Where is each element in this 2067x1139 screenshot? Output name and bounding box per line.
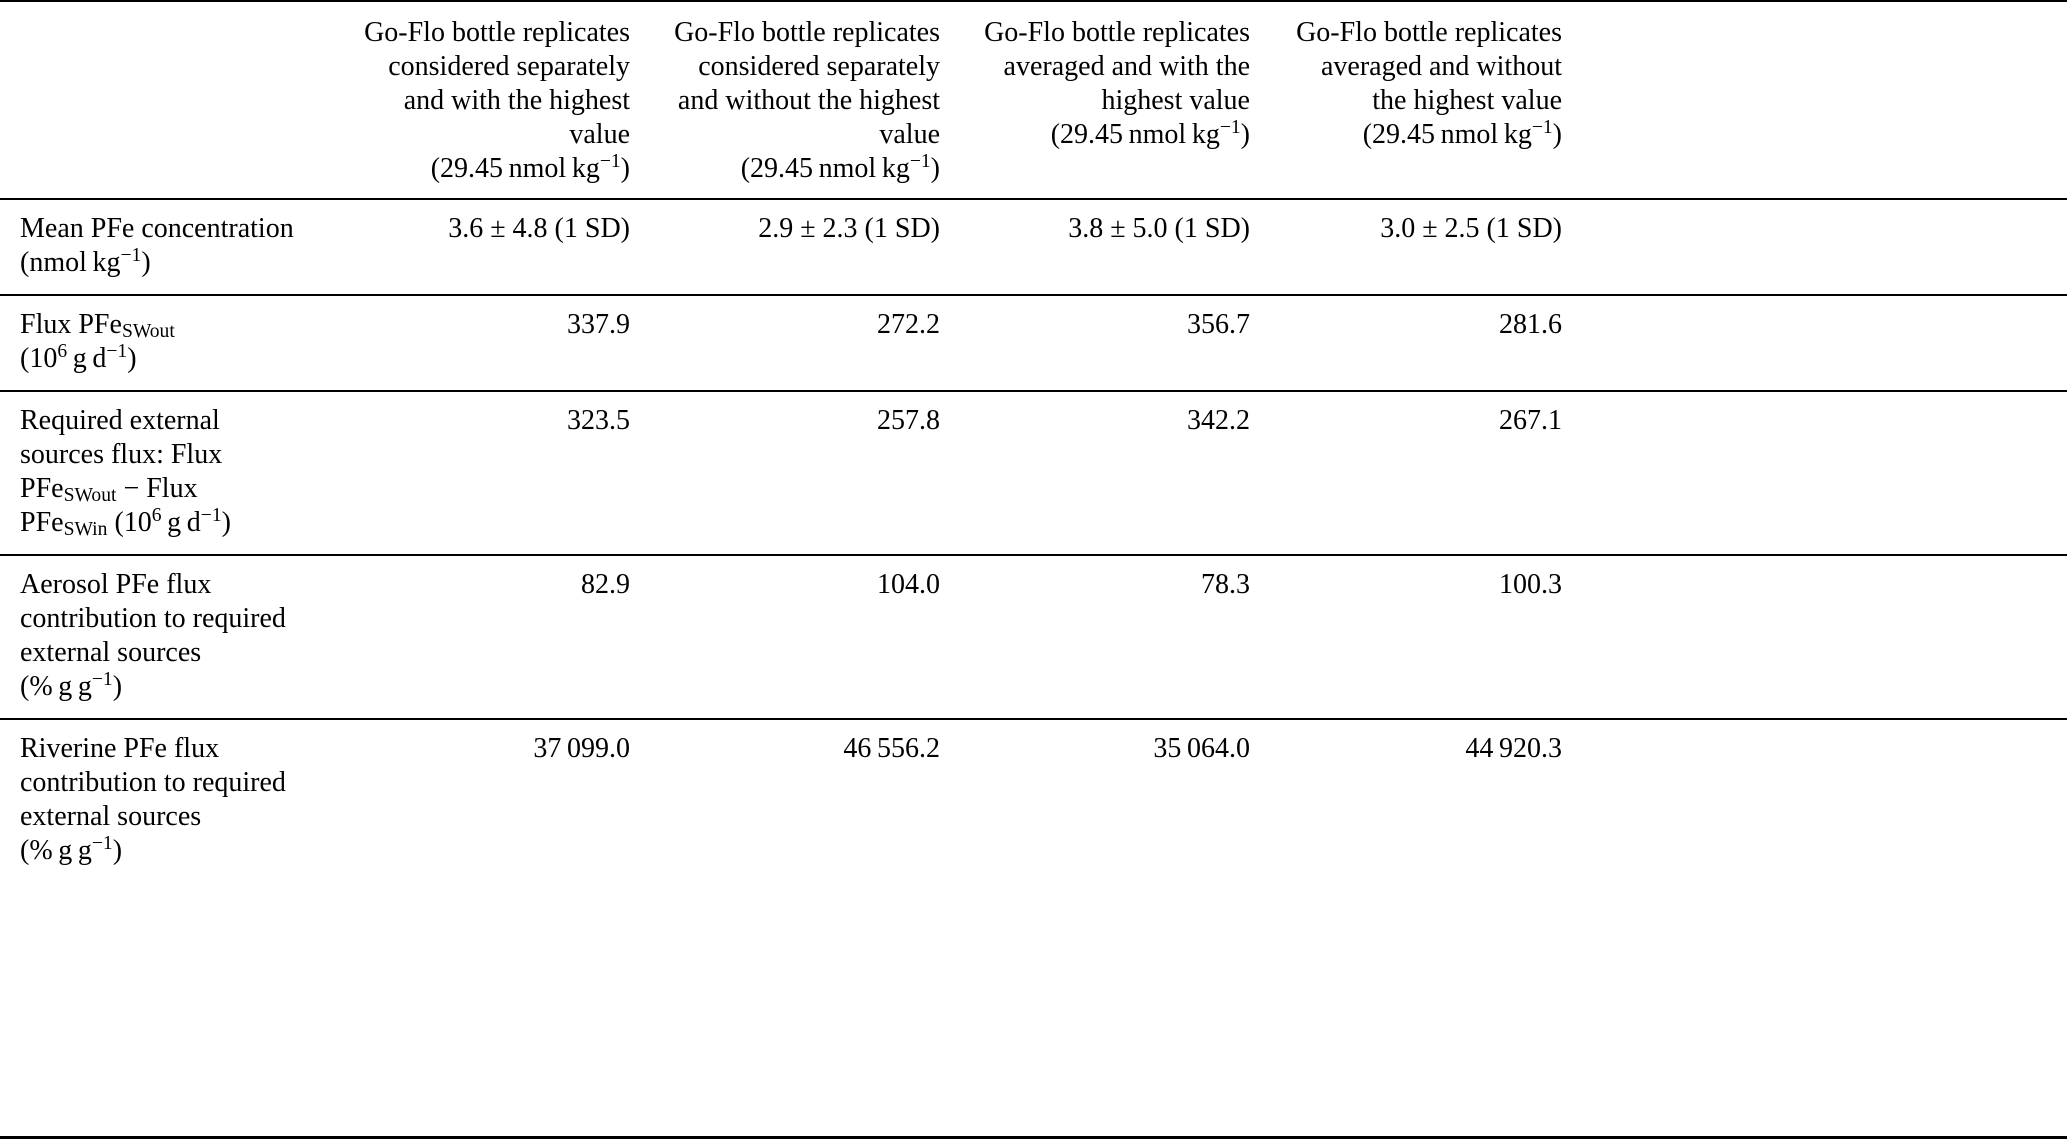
data-cell: 272.2 — [877, 309, 940, 340]
corner-cell — [0, 1, 330, 199]
data-cell: 37 099.0 — [533, 733, 630, 764]
table-row-riverine-pfe-flux-contribution: Riverine PFe flux contribution to require… — [0, 719, 2067, 1138]
data-cell: 3.6 ± 4.8 (1 SD) — [448, 213, 630, 244]
row-label-required-external-sources-flux: Required external sources flux: Flux PFeSW… — [20, 405, 231, 540]
col-header-separate-without-highest: Go-Flo bottle replicates considered separ… — [674, 17, 940, 184]
data-cell: 267.1 — [1499, 405, 1562, 436]
data-cell: 356.7 — [1187, 309, 1250, 340]
header-row: Go-Flo bottle replicates considered separ… — [0, 1, 2067, 199]
spacer-cell — [1562, 555, 2067, 719]
table-row-mean-pfe-concentration: Mean PFe concentration (nmol kg−1) 3.6 ± … — [0, 199, 2067, 295]
data-cell: 323.5 — [567, 405, 630, 436]
data-cell: 281.6 — [1499, 309, 1562, 340]
table-row-aerosol-pfe-flux-contribution: Aerosol PFe flux contribution to required… — [0, 555, 2067, 719]
data-cell: 342.2 — [1187, 405, 1250, 436]
row-label-flux-pfe-swout: Flux PFeSWout (106 g d−1) — [20, 309, 175, 374]
data-cell: 257.8 — [877, 405, 940, 436]
data-cell: 35 064.0 — [1153, 733, 1250, 764]
data-cell: 337.9 — [567, 309, 630, 340]
data-cell: 100.3 — [1499, 569, 1562, 600]
table-row-required-external-sources-flux: Required external sources flux: Flux PFeSW… — [0, 391, 2067, 555]
data-cell: 46 556.2 — [843, 733, 940, 764]
data-cell: 3.8 ± 5.0 (1 SD) — [1068, 213, 1250, 244]
col-header-averaged-without-highest: Go-Flo bottle replicates averaged and wit… — [1296, 17, 1562, 150]
data-cell: 78.3 — [1201, 569, 1250, 600]
data-cell: 3.0 ± 2.5 (1 SD) — [1380, 213, 1562, 244]
data-cell: 82.9 — [581, 569, 630, 600]
spacer-cell — [1562, 719, 2067, 1138]
row-label-riverine-pfe-flux-contribution: Riverine PFe flux contribution to require… — [20, 733, 286, 866]
spacer-cell — [1562, 199, 2067, 295]
data-cell: 2.9 ± 2.3 (1 SD) — [758, 213, 940, 244]
spacer-cell — [1562, 391, 2067, 555]
row-label-mean-pfe-concentration: Mean PFe concentration (nmol kg−1) — [20, 213, 294, 278]
data-cell: 44 920.3 — [1465, 733, 1562, 764]
spacer-cell — [1562, 295, 2067, 391]
col-header-separate-with-highest: Go-Flo bottle replicates considered separ… — [364, 17, 630, 184]
spacer-cell — [1562, 1, 2067, 199]
row-label-aerosol-pfe-flux-contribution: Aerosol PFe flux contribution to required… — [20, 569, 286, 702]
col-header-averaged-with-highest: Go-Flo bottle replicates averaged and wit… — [984, 17, 1250, 150]
data-cell: 104.0 — [877, 569, 940, 600]
table-row-flux-pfe-swout: Flux PFeSWout (106 g d−1) 337.9 272.2 356… — [0, 295, 2067, 391]
